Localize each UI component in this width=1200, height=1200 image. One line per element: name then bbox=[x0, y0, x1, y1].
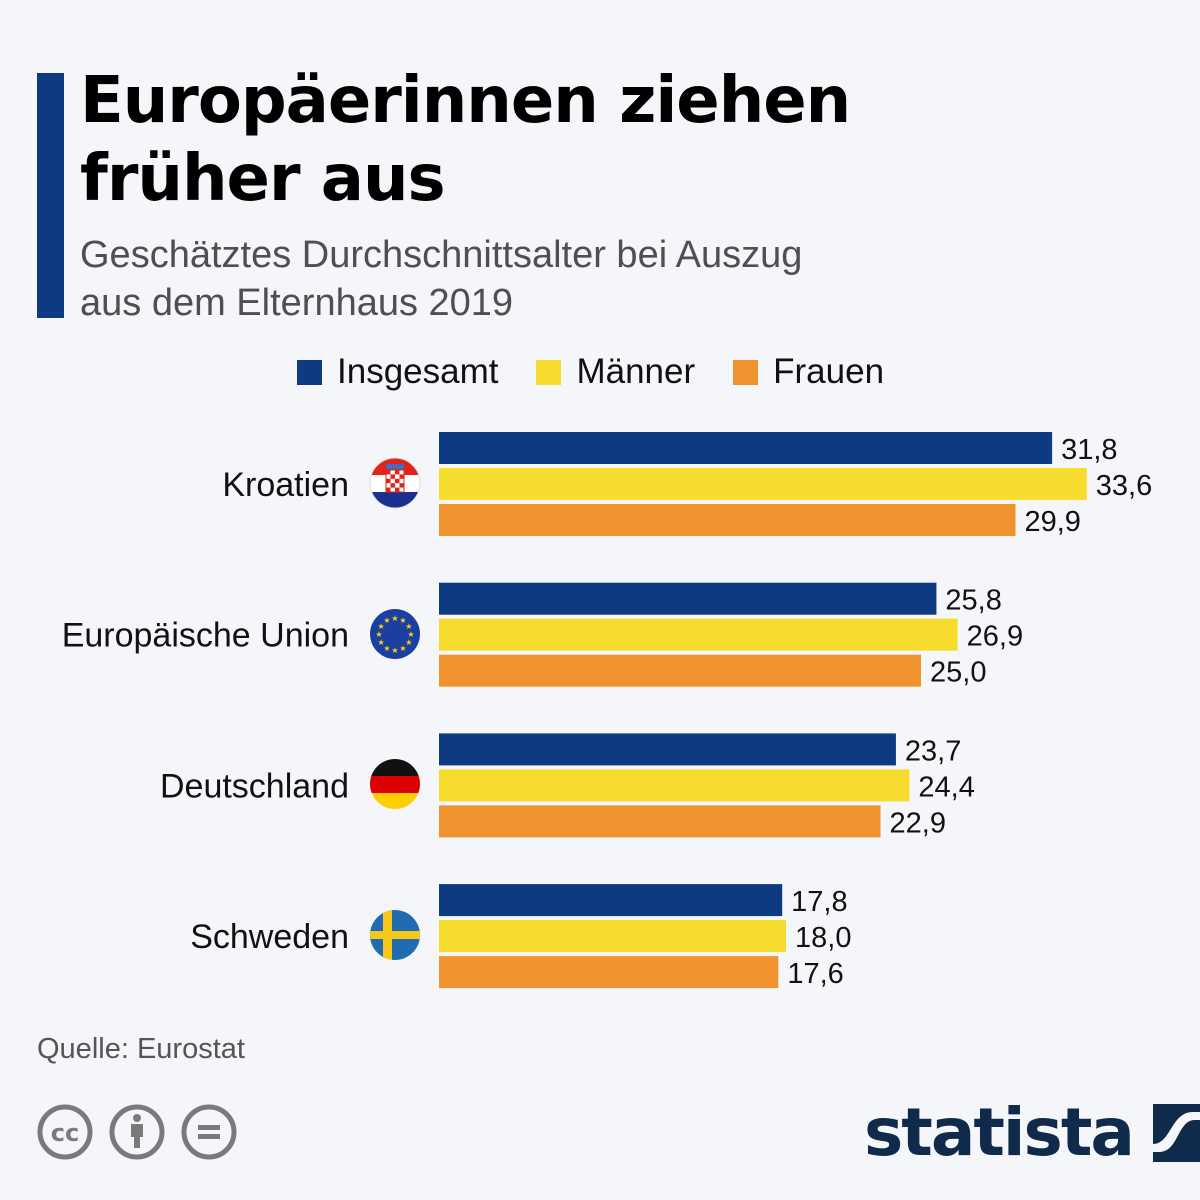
bar-frauen bbox=[439, 956, 779, 989]
title-accent-bar bbox=[37, 73, 64, 318]
eu-star: ★ bbox=[378, 622, 385, 631]
legend-item-maenner: Männer bbox=[536, 352, 695, 392]
legend-label: Frauen bbox=[773, 352, 885, 391]
data-label: 23,7 bbox=[905, 735, 961, 767]
data-label: 29,9 bbox=[1024, 506, 1080, 538]
eu-star: ★ bbox=[391, 646, 398, 655]
bar-chart: ★ ★★★★★★★★★★★ Kroatien31,833,629,9Europäi… bbox=[62, 432, 1152, 990]
bar-maenner bbox=[439, 618, 958, 651]
attribution-icon bbox=[109, 1104, 165, 1160]
data-label: 33,6 bbox=[1096, 470, 1152, 502]
chart-subtitle: Geschätztes Durchschnittsalter bei Auszu… bbox=[80, 231, 980, 327]
bar-frauen bbox=[439, 654, 921, 687]
bar-maenner bbox=[439, 769, 910, 802]
eu-star: ★ bbox=[407, 630, 414, 639]
data-label: 25,8 bbox=[945, 585, 1001, 617]
title-line-1: Europäerinnen ziehen bbox=[80, 64, 851, 138]
legend-label: Männer bbox=[576, 352, 696, 391]
bar-maenner bbox=[439, 920, 787, 953]
cc-icon: cc bbox=[37, 1104, 93, 1160]
svg-text:cc: cc bbox=[51, 1119, 79, 1147]
data-label: 31,8 bbox=[1061, 434, 1117, 466]
title-line-2: früher aus bbox=[80, 142, 446, 216]
flag-germany-icon bbox=[370, 759, 420, 809]
eu-star: ★ bbox=[405, 638, 412, 647]
source-note: Quelle: Eurostat bbox=[37, 1033, 245, 1065]
data-label: 26,9 bbox=[967, 621, 1023, 653]
flag-eu-icon: ★ ★★★★★★★★★★★ bbox=[370, 609, 420, 659]
data-label: 17,8 bbox=[791, 886, 847, 918]
eu-star: ★ bbox=[375, 630, 382, 639]
legend-label: Insgesamt bbox=[337, 352, 499, 391]
bar-frauen bbox=[439, 805, 881, 838]
bar-frauen bbox=[439, 504, 1016, 536]
bar-insgesamt bbox=[439, 432, 1053, 464]
eu-star: ★ bbox=[391, 614, 398, 623]
category-label: Europäische Union bbox=[62, 617, 349, 655]
subtitle-line-2: aus dem Elternhaus 2019 bbox=[80, 282, 514, 324]
eu-star: ★ bbox=[383, 644, 390, 653]
eu-star: ★ bbox=[383, 616, 390, 625]
data-label: 24,4 bbox=[918, 771, 974, 803]
statista-logo[interactable]: statista bbox=[864, 1098, 1200, 1168]
eu-star: ★ bbox=[405, 622, 412, 631]
category-label: Kroatien bbox=[222, 466, 349, 504]
bar-insgesamt bbox=[439, 733, 896, 766]
data-label: 18,0 bbox=[795, 922, 851, 954]
bar-insgesamt bbox=[439, 884, 783, 917]
statista-wordmark: statista bbox=[864, 1094, 1135, 1171]
legend-swatch-frauen bbox=[733, 359, 759, 385]
eu-star: ★ bbox=[399, 616, 406, 625]
category-label: Deutschland bbox=[160, 767, 349, 805]
legend-swatch-insgesamt bbox=[297, 359, 322, 385]
flag-croatia-icon bbox=[370, 458, 420, 508]
legend: Insgesamt Männer Frauen bbox=[297, 352, 922, 392]
legend-swatch-maenner bbox=[536, 359, 562, 385]
flag-sweden-icon bbox=[370, 910, 420, 960]
eu-star: ★ bbox=[378, 638, 385, 647]
legend-item-frauen: Frauen bbox=[733, 352, 884, 392]
eu-star: ★ bbox=[399, 644, 406, 653]
statista-logo-icon bbox=[1152, 1104, 1200, 1162]
no-derivatives-icon bbox=[181, 1104, 237, 1160]
legend-item-insgesamt: Insgesamt bbox=[297, 352, 498, 392]
data-label: 25,0 bbox=[930, 657, 986, 689]
category-label: Schweden bbox=[190, 918, 349, 956]
data-label: 22,9 bbox=[890, 807, 946, 839]
bar-maenner bbox=[439, 468, 1087, 500]
chart-title: Europäerinnen ziehen früher aus bbox=[80, 62, 980, 218]
data-label: 17,6 bbox=[787, 958, 843, 990]
bar-insgesamt bbox=[439, 582, 937, 615]
subtitle-line-1: Geschätztes Durchschnittsalter bei Auszu… bbox=[80, 234, 803, 276]
